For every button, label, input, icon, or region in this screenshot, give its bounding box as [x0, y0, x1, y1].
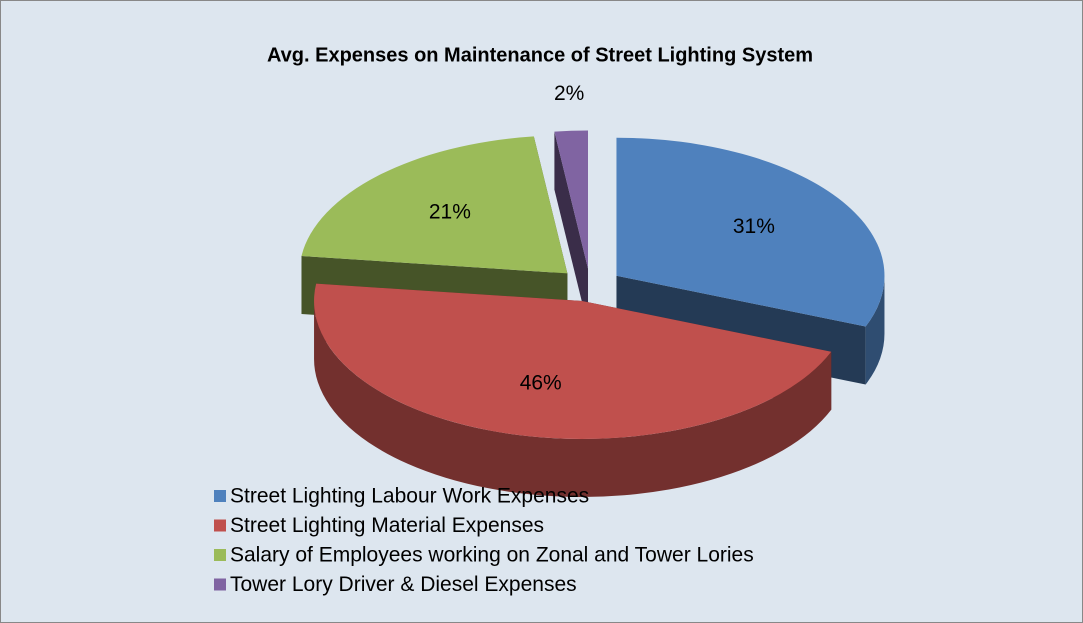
legend-swatch [214, 549, 226, 561]
legend-swatch [214, 519, 226, 532]
slice-top [554, 130, 588, 269]
data-label: 46% [520, 371, 562, 394]
slice [554, 130, 588, 327]
legend-label: Street Lighting Labour Work Expenses [230, 485, 589, 508]
data-label: 31% [733, 215, 775, 238]
chart-title: Avg. Expenses on Maintenance of Street L… [267, 44, 813, 66]
data-label: 2% [554, 82, 584, 105]
legend-swatch [214, 490, 226, 502]
slice-side [554, 131, 588, 327]
legend-swatch [214, 578, 226, 591]
legend-label: Salary of Employees working on Zonal and… [230, 544, 754, 567]
legend-label: Street Lighting Material Expenses [230, 514, 544, 537]
slice-top [301, 136, 568, 274]
slice-wall [865, 275, 885, 385]
legend-label: Tower Lory Driver & Diesel Expenses [230, 573, 577, 596]
slice [314, 283, 832, 497]
slice-top [314, 283, 832, 439]
slice-wall [314, 300, 832, 497]
slice-top [616, 137, 885, 327]
data-label: 21% [429, 200, 471, 223]
